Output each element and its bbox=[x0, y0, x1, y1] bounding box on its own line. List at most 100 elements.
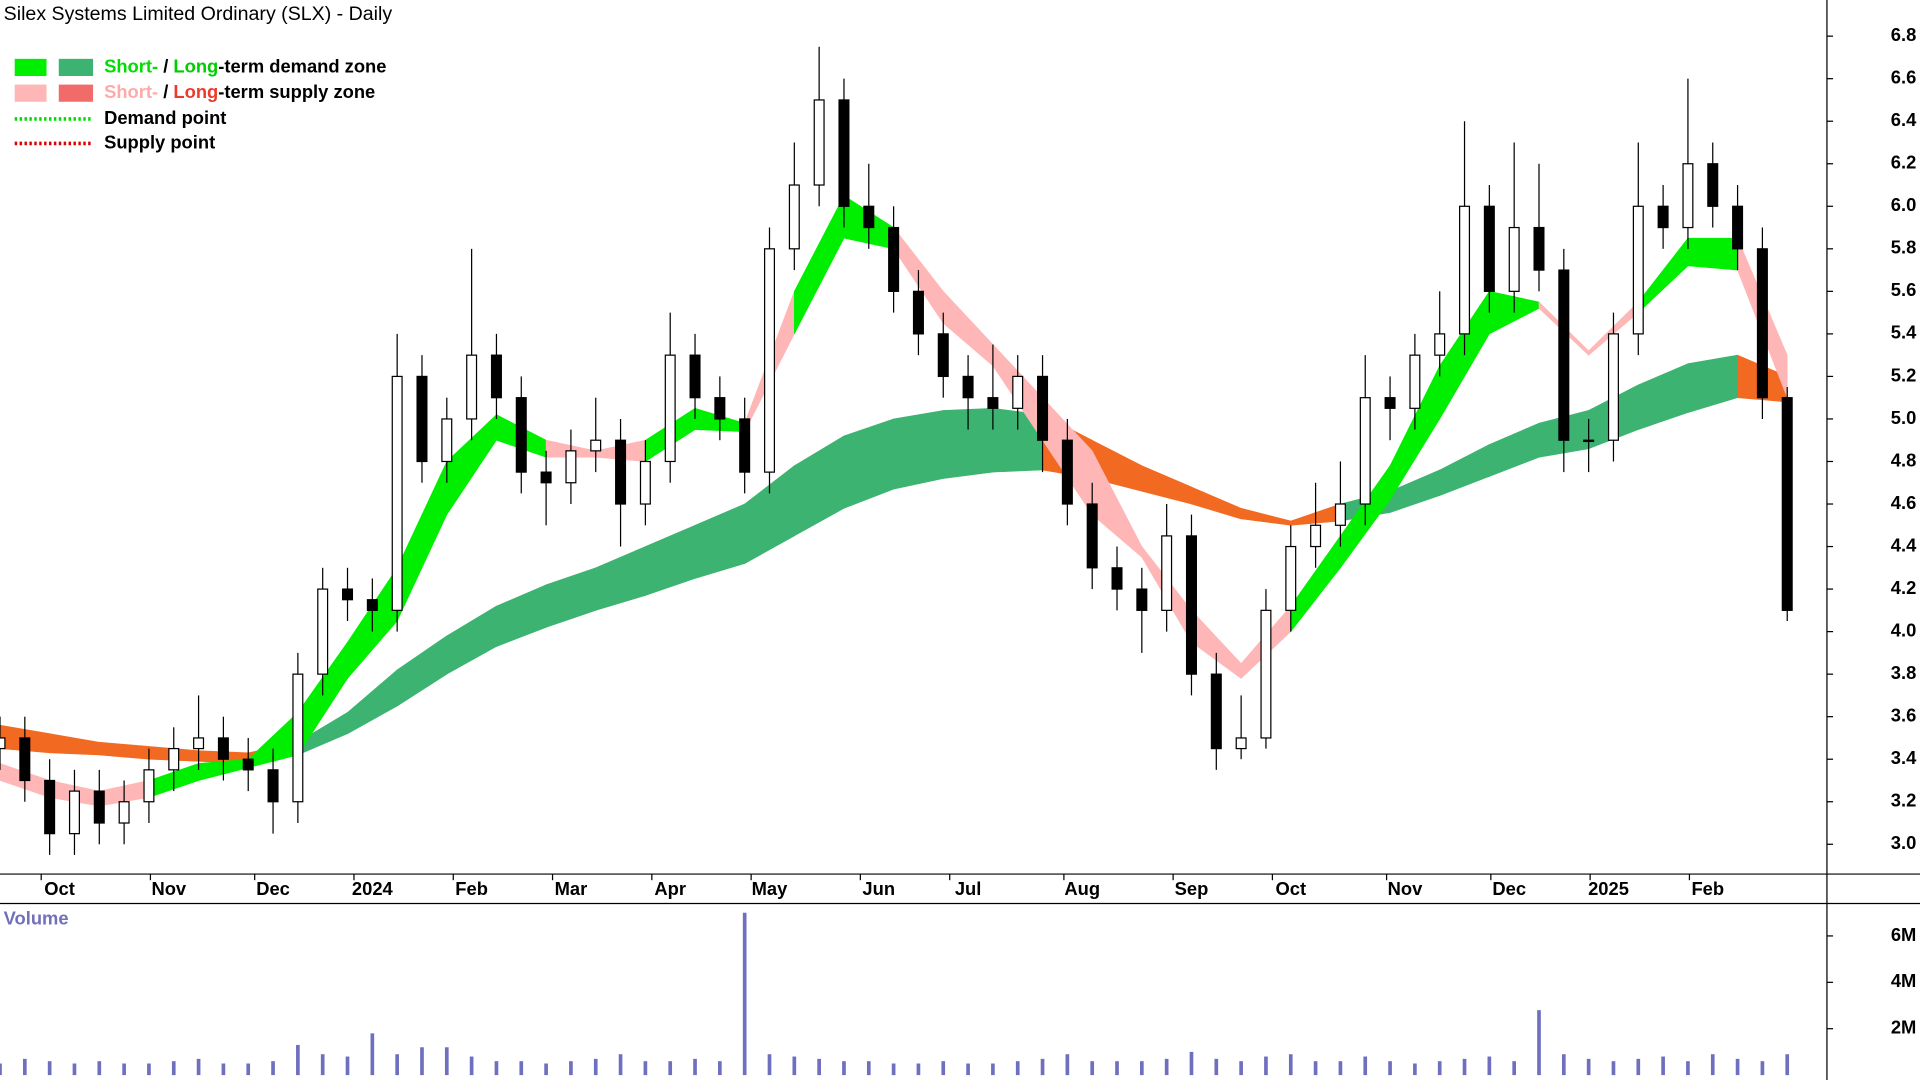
candle-body bbox=[1210, 673, 1222, 750]
candle-body bbox=[317, 588, 329, 675]
volume-bar bbox=[171, 1061, 176, 1076]
volume-bar bbox=[1686, 1061, 1690, 1076]
volume-bar bbox=[469, 1056, 474, 1076]
legend-text: -term supply zone bbox=[218, 81, 375, 102]
volume-bar bbox=[1264, 1056, 1268, 1076]
candle-body bbox=[93, 790, 105, 824]
candle-body bbox=[1310, 524, 1322, 548]
candle-body bbox=[1657, 205, 1669, 229]
y-tick-label: 4.2 bbox=[1891, 577, 1917, 598]
volume-bar bbox=[271, 1061, 275, 1076]
candle-body bbox=[0, 737, 6, 750]
x-tick-label: Aug bbox=[1064, 878, 1100, 899]
candle-body bbox=[987, 397, 999, 409]
y-tick-label: 5.0 bbox=[1891, 407, 1917, 428]
x-tick-label: Dec bbox=[1492, 878, 1526, 899]
volume-bar bbox=[97, 1061, 102, 1076]
candle-body bbox=[540, 471, 552, 484]
candle-body bbox=[1607, 333, 1619, 441]
x-tick-label: Jun bbox=[862, 878, 895, 899]
x-tick-label: Feb bbox=[455, 878, 488, 899]
candle-body bbox=[1012, 375, 1024, 409]
volume-bar bbox=[643, 1061, 648, 1076]
x-tick-label: 2025 bbox=[1588, 878, 1629, 899]
volume-bar bbox=[1487, 1056, 1492, 1076]
candle-body bbox=[813, 99, 825, 186]
legend-text: -term demand zone bbox=[218, 55, 386, 76]
candle-body bbox=[1533, 226, 1545, 271]
candle-body bbox=[1384, 397, 1396, 409]
legend-text: / bbox=[158, 55, 173, 76]
legend-text: Long bbox=[173, 55, 218, 76]
y-tick-label: 4.6 bbox=[1891, 492, 1917, 513]
y-tick-label: 6.6 bbox=[1891, 67, 1917, 88]
volume-bar bbox=[1214, 1058, 1219, 1076]
volume-bar bbox=[693, 1058, 697, 1076]
x-tick-label: Oct bbox=[44, 878, 75, 899]
volume-bar bbox=[494, 1061, 499, 1076]
volume-bar bbox=[444, 1047, 449, 1076]
y-tick-label: 5.8 bbox=[1891, 237, 1917, 258]
candle-body bbox=[1086, 503, 1098, 569]
y-tick-label: 3.8 bbox=[1891, 662, 1917, 683]
y-tick-label: 6.0 bbox=[1891, 194, 1917, 215]
y-tick-label: 3.4 bbox=[1891, 747, 1917, 768]
y-tick-label: 3.0 bbox=[1891, 832, 1917, 853]
legend-text: Demand point bbox=[104, 107, 226, 128]
volume-bar bbox=[221, 1063, 226, 1076]
volume-bar bbox=[544, 1063, 548, 1076]
candle-body bbox=[1483, 205, 1495, 292]
y-tick-label: 5.6 bbox=[1891, 279, 1917, 300]
y-tick-label: 3.6 bbox=[1891, 705, 1917, 726]
legend-label: Short- / Long-term supply zone bbox=[104, 81, 375, 102]
candle-body bbox=[1334, 503, 1346, 526]
y-tick-label: 5.2 bbox=[1891, 364, 1917, 385]
candle-body bbox=[1285, 545, 1297, 611]
x-tick-label: Mar bbox=[555, 878, 588, 899]
volume-bar bbox=[1164, 1058, 1169, 1076]
candle-body bbox=[1061, 439, 1073, 505]
volume-bar bbox=[519, 1061, 524, 1076]
candle-body bbox=[1111, 567, 1123, 590]
candle-body bbox=[888, 226, 900, 292]
candle-body bbox=[1359, 397, 1371, 505]
x-tick-label: Nov bbox=[1388, 878, 1423, 899]
volume-bar bbox=[22, 1058, 27, 1076]
volume-bar bbox=[420, 1047, 424, 1076]
volume-bar bbox=[1636, 1058, 1641, 1076]
volume-bar bbox=[296, 1044, 300, 1076]
x-tick-label: Oct bbox=[1275, 878, 1306, 899]
candle-body bbox=[292, 673, 304, 803]
candle-body bbox=[366, 599, 378, 611]
volume-bar bbox=[1512, 1061, 1517, 1076]
candle-body bbox=[416, 375, 428, 463]
volume-bar bbox=[122, 1063, 126, 1076]
candle-body bbox=[838, 99, 850, 207]
legend-swatch bbox=[14, 84, 47, 102]
volume-bar bbox=[72, 1063, 77, 1076]
candle-body bbox=[1037, 375, 1049, 441]
x-tick-label: Dec bbox=[256, 878, 290, 899]
candle-body bbox=[68, 790, 80, 835]
y-tick-label: 6M bbox=[1891, 924, 1917, 945]
candle-body bbox=[342, 588, 354, 601]
y-tick-label: 6.4 bbox=[1891, 109, 1917, 130]
volume-bar bbox=[1015, 1061, 1020, 1076]
y-tick-label: 4.8 bbox=[1891, 449, 1917, 470]
candle-body bbox=[217, 737, 229, 760]
volume-bar bbox=[1437, 1061, 1442, 1076]
candle-body bbox=[168, 747, 180, 771]
legend-text: / bbox=[158, 81, 173, 102]
candle-body bbox=[1235, 737, 1247, 750]
candle-body bbox=[863, 205, 875, 229]
legend-text: Short- bbox=[104, 81, 158, 102]
candle-body bbox=[515, 397, 527, 473]
chart-title: Silex Systems Limited Ordinary (SLX) - D… bbox=[4, 3, 393, 25]
volume-bar bbox=[1388, 1061, 1392, 1076]
candle-body bbox=[1558, 269, 1570, 441]
candle-body bbox=[143, 769, 155, 803]
volume-bar bbox=[1735, 1058, 1740, 1076]
candle-body bbox=[1409, 354, 1421, 409]
candle-body bbox=[739, 418, 751, 473]
